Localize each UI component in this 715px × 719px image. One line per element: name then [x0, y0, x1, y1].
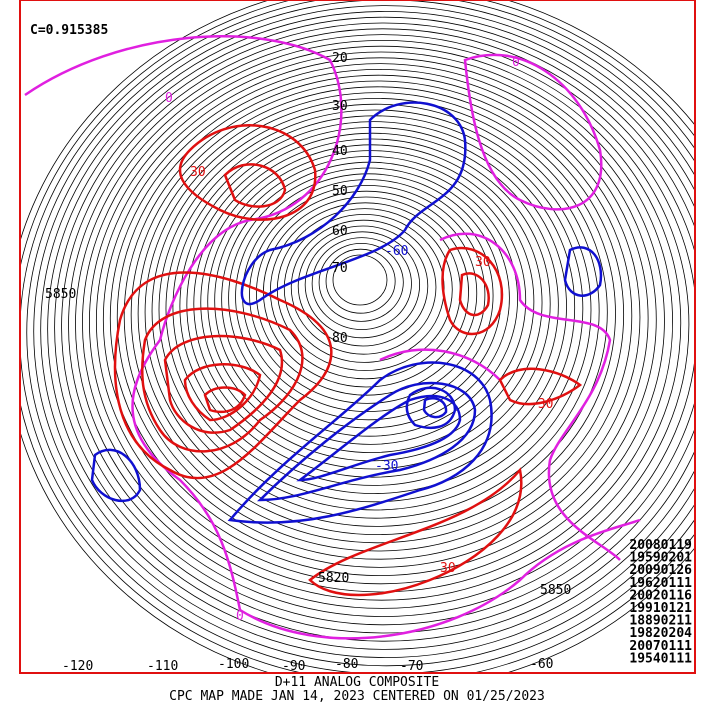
- longitude-label: -90: [282, 659, 305, 674]
- height-label: 40: [332, 144, 348, 159]
- height-contour: [123, 80, 633, 552]
- height-contour: [256, 190, 478, 396]
- longitude-labels: -120 -110 -100 -90 -80 -70 -60: [62, 657, 553, 674]
- footer-title: D+11 ANALOG COMPOSITE: [275, 675, 439, 690]
- height-contour: [88, 51, 674, 593]
- height-contour: [318, 242, 404, 322]
- height-contour: [54, 22, 695, 634]
- height-contour: [116, 74, 641, 560]
- analog-date: 20080119: [629, 538, 692, 553]
- height-contour: [26, 0, 695, 667]
- correlation: C=0.915385: [30, 23, 108, 38]
- analog-date: 20090126: [629, 563, 692, 578]
- height-contour: [82, 45, 682, 601]
- longitude-label: -80: [335, 657, 358, 672]
- longitude-label: -110: [147, 659, 178, 674]
- height-labels: 5850 5820 5850 20 30 40 50 60 70 80: [45, 51, 571, 598]
- analog-date: 19910121: [629, 601, 692, 616]
- anomaly-contours: [24, 35, 641, 640]
- height-contour: [33, 5, 695, 658]
- positive-anomaly: [113, 124, 583, 597]
- height-contour: [249, 184, 486, 404]
- zero-contour: [463, 53, 603, 211]
- anomaly-label: -30: [375, 459, 398, 474]
- anomaly-label: 30: [440, 561, 456, 576]
- height-contour: [68, 34, 695, 617]
- analog-dates: 2008011919590201200901261962011120020116…: [629, 538, 692, 666]
- anomaly-label: 0: [236, 609, 244, 624]
- anomaly-label: 0: [512, 55, 520, 70]
- height-contour: [158, 109, 592, 511]
- zero-contour: [239, 518, 641, 640]
- height-contour: [40, 11, 695, 650]
- height-contour: [47, 16, 695, 642]
- height-contour: [186, 132, 559, 478]
- height-contour: [95, 57, 665, 585]
- height-contour: [193, 138, 551, 470]
- height-contour: [151, 103, 600, 519]
- anomaly-label: 30: [475, 255, 491, 270]
- height-label: 5850: [540, 583, 571, 598]
- analog-date: 19620111: [629, 576, 692, 591]
- anomaly-label: -30: [530, 397, 553, 412]
- longitude-label: -100: [218, 657, 249, 672]
- zero-contour: [24, 35, 343, 611]
- anomaly-label: 0: [165, 91, 173, 106]
- height-contour: [311, 237, 412, 331]
- height-contour: [179, 126, 567, 486]
- analog-date: 19540111: [629, 651, 692, 666]
- height-contour: [332, 254, 388, 306]
- height-label: 60: [332, 224, 348, 239]
- zero-contour: [379, 348, 501, 381]
- longitude-label: -120: [62, 659, 93, 674]
- analog-date: 20070111: [629, 639, 692, 654]
- longitude-label: -60: [530, 657, 553, 672]
- height-contour: [102, 63, 657, 577]
- height-label: 30: [332, 99, 348, 114]
- footer-subtitle: CPC MAP MADE JAN 14, 2023 CENTERED ON 01…: [169, 689, 545, 704]
- analog-date: 20020116: [629, 588, 692, 603]
- height-contour: [130, 86, 625, 544]
- longitude-label: -70: [400, 659, 423, 674]
- height-label: 50: [332, 184, 348, 199]
- height-contours: [20, 0, 695, 673]
- height-contour: [137, 92, 616, 536]
- height-contour: [304, 231, 421, 339]
- anomaly-labels: 0 0 0 30 -30 -60 30 -30 30: [165, 55, 553, 624]
- height-contour: [75, 39, 690, 609]
- height-contour: [172, 121, 576, 495]
- height-contour: [325, 248, 396, 314]
- anomaly-label: 30: [190, 165, 206, 180]
- height-label: 20: [332, 51, 348, 66]
- height-label: 5820: [318, 571, 349, 586]
- height-label: 80: [332, 331, 348, 346]
- height-contour: [109, 68, 649, 568]
- height-contour: [61, 28, 695, 626]
- height-contour: [290, 219, 437, 355]
- map-frame: [19, 0, 696, 674]
- height-label: 70: [332, 261, 348, 276]
- height-label: 5850: [45, 287, 76, 302]
- analog-date: 19590201: [629, 551, 692, 566]
- negative-anomaly: [90, 101, 603, 524]
- height-contour: [144, 97, 608, 527]
- anomaly-label: -60: [385, 244, 408, 259]
- analog-date: 19820204: [629, 626, 692, 641]
- height-contour: [297, 225, 429, 347]
- analog-date: 18890211: [629, 614, 692, 629]
- zero-contour: [439, 232, 621, 561]
